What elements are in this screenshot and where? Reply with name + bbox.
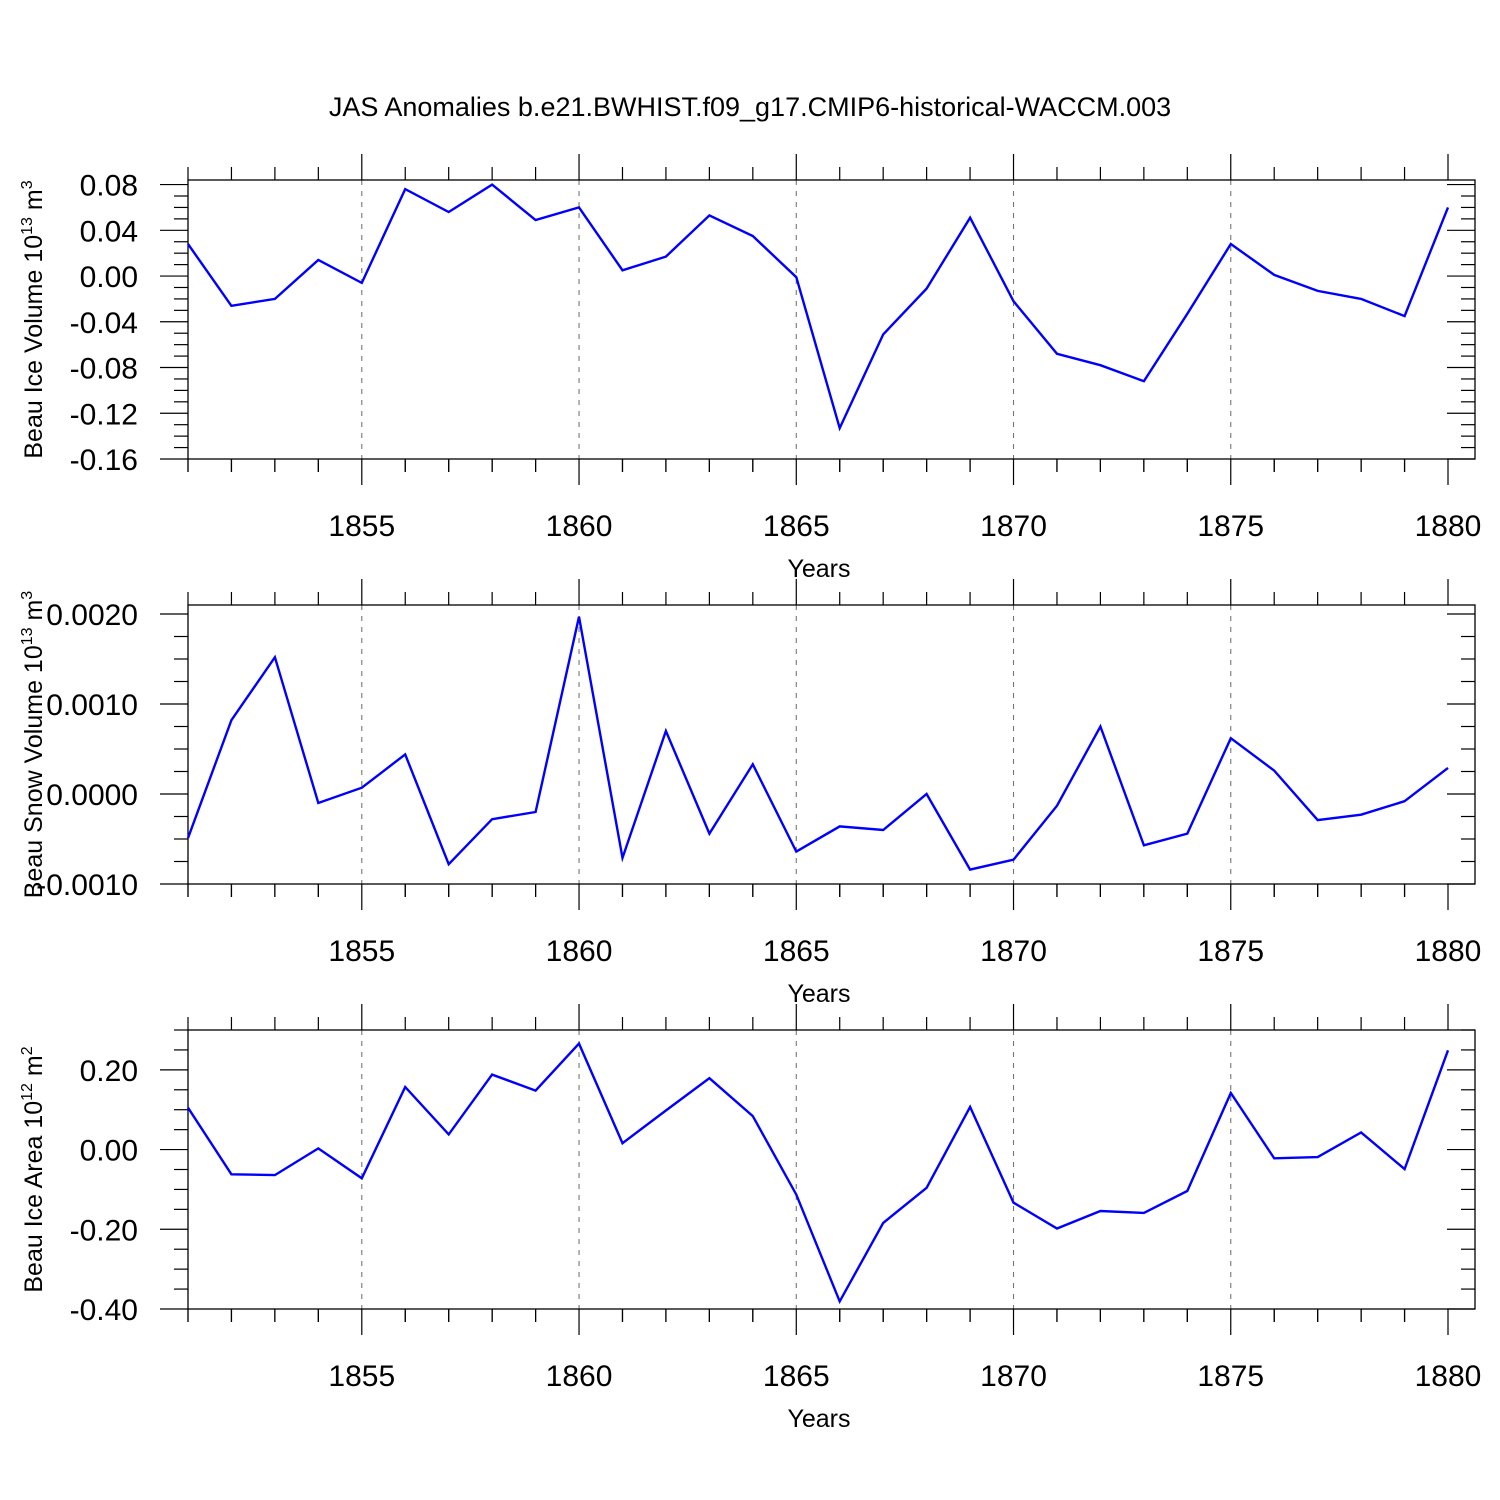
y-tick-label: -0.40 (70, 1294, 138, 1327)
x-tick-label: 1870 (980, 935, 1047, 968)
x-tick-label: 1855 (328, 510, 395, 543)
x-tick-label: 1860 (546, 1360, 613, 1393)
y-axis-label-unit-exponent: 2 (19, 1046, 36, 1055)
y-axis-label: Beau Ice Area 1012 m2 (19, 1046, 48, 1292)
y-axis-label-exponent: 13 (19, 217, 36, 235)
x-tick-label: 1880 (1415, 1360, 1482, 1393)
y-axis-label-main: Beau Ice Area 10 (20, 1101, 48, 1293)
x-tick-label: 1870 (980, 510, 1047, 543)
figure-title: JAS Anomalies b.e21.BWHIST.f09_g17.CMIP6… (329, 92, 1171, 122)
y-axis-label-main: Beau Ice Volume 10 (20, 235, 48, 459)
series-line (186, 616, 1449, 871)
y-axis-label-main: Beau Snow Volume 10 (20, 645, 48, 898)
x-tick-label: 1870 (980, 1360, 1047, 1393)
series-line (187, 183, 1450, 432)
x-tick-label: 1860 (546, 510, 613, 543)
y-tick-label: -0.08 (70, 353, 138, 386)
x-tick-label: 1855 (328, 1360, 395, 1393)
x-tick-label: 1880 (1415, 510, 1482, 543)
plot-frame (187, 1029, 1476, 1310)
plot-frame (187, 179, 1476, 460)
y-tick-label: -0.04 (70, 307, 138, 340)
y-tick-label: 0.0000 (46, 779, 138, 812)
y-axis-label: Beau Snow Volume 1013 m3 (19, 591, 48, 899)
x-tick-label: 1875 (1197, 935, 1264, 968)
y-tick-label: -0.16 (70, 444, 138, 477)
y-axis-label-unit-exponent: 3 (19, 180, 36, 189)
y-tick-label: 0.00 (80, 1135, 138, 1168)
x-tick-label: 1865 (763, 1360, 830, 1393)
x-tick-label: 1865 (763, 935, 830, 968)
x-tick-label: 1860 (546, 935, 613, 968)
x-axis-label: Years (787, 980, 850, 1008)
panel-1: 1855 1860 1865 1870 1875 1880 Years 0.08 0.04 0.0… (19, 154, 1481, 583)
panel-2: 1855 1860 1865 1870 1875 1880 Years 0.0020 0.001… (19, 579, 1481, 1008)
y-tick-label: -0.12 (70, 398, 138, 431)
y-axis-label-unit: m (20, 189, 48, 217)
x-tick-label: 1875 (1197, 1360, 1264, 1393)
x-tick-label: 1875 (1197, 510, 1264, 543)
y-axis-label: Beau Ice Volume 1013 m3 (19, 180, 48, 458)
series-line (186, 1041, 1450, 1305)
y-tick-label: 0.20 (80, 1055, 138, 1088)
y-axis-label-unit: m (20, 600, 48, 628)
y-tick-label: 0.00 (80, 261, 138, 294)
panel-3: 1855 1860 1865 1870 1875 1880 Years 0.20 0.00 -0.… (19, 1004, 1481, 1433)
x-tick-label: 1855 (328, 935, 395, 968)
x-tick-label: 1865 (763, 510, 830, 543)
x-axis-label: Years (787, 555, 850, 583)
plot-frame (187, 604, 1476, 885)
x-axis-label: Years (787, 1405, 850, 1433)
y-axis-label-exponent: 13 (19, 627, 36, 645)
x-tick-label: 1880 (1415, 935, 1482, 968)
y-tick-label: 0.08 (80, 170, 138, 203)
y-tick-label: 0.04 (80, 215, 138, 248)
y-tick-label: -0.20 (70, 1214, 138, 1247)
y-tick-label: -0.0010 (36, 869, 138, 902)
y-tick-label: 0.0010 (46, 689, 138, 722)
y-axis-label-unit-exponent: 3 (19, 591, 36, 600)
y-axis-label-unit: m (20, 1055, 48, 1083)
y-axis-label-exponent: 12 (19, 1083, 36, 1101)
y-tick-label: 0.0020 (46, 599, 138, 632)
